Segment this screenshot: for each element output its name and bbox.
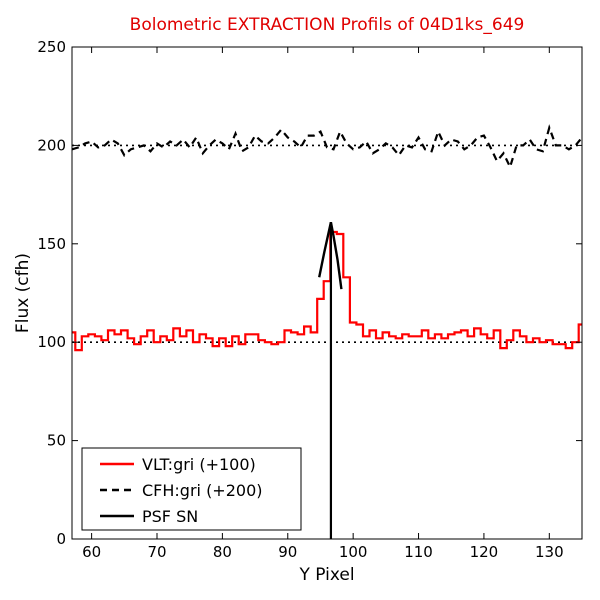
series-vlt-gri: [72, 230, 582, 352]
plot-area: [71, 124, 583, 539]
y-tick-label: 0: [56, 530, 66, 548]
legend-label-psf: PSF SN: [142, 507, 198, 526]
axis-ticks: 60 70 80 90 100 110 120 130 0 50 100 150 200 250: [37, 38, 582, 561]
x-tick-label: 100: [339, 543, 368, 561]
y-tick-label: 150: [37, 235, 66, 253]
y-tick-label: 50: [47, 432, 66, 450]
y-axis-label: Flux (cfh): [13, 253, 33, 333]
x-tick-label: 90: [278, 543, 297, 561]
x-tick-label: 120: [470, 543, 499, 561]
series-cfh-gri: [71, 124, 583, 171]
legend-label-vlt: VLT:gri (+100): [142, 455, 256, 474]
y-tick-label: 100: [37, 333, 66, 351]
x-tick-label: 130: [535, 543, 564, 561]
legend: VLT:gri (+100) CFH:gri (+200) PSF SN: [81, 447, 302, 531]
y-tick-label: 200: [37, 136, 66, 154]
x-tick-label: 70: [147, 543, 166, 561]
x-tick-label: 80: [213, 543, 232, 561]
plot-frame: [71, 46, 583, 540]
chart-title: Bolometric EXTRACTION Profils of 04D1ks_…: [130, 15, 525, 35]
x-tick-label: 60: [82, 543, 101, 561]
x-axis-label: Y Pixel: [298, 565, 354, 585]
legend-label-cfh: CFH:gri (+200): [142, 481, 263, 500]
y-tick-label: 250: [37, 38, 66, 56]
x-tick-label: 110: [404, 543, 433, 561]
